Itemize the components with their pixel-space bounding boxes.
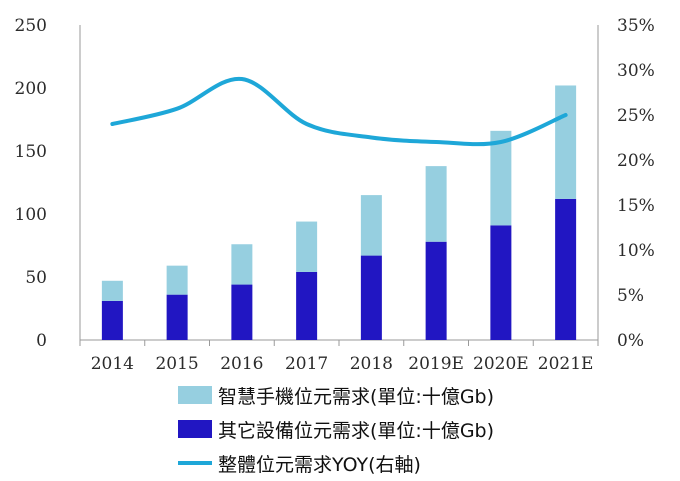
bar-other-devices [490,225,512,340]
x-axis: 2014 2015 2016 2017 2018 2019E 2020E 2021E [79,339,599,374]
right-tick-label: 30% [617,61,655,81]
yoy-point [241,78,243,80]
bar-smartphone [555,85,577,199]
bar-other-devices [555,198,577,340]
yoy-line [110,76,568,147]
right-tick-label: 0% [617,331,644,351]
legend-swatch-yoy [178,461,212,465]
bar-other-devices [101,300,123,340]
legend-swatch-smartphone [178,386,212,404]
bar-other-devices [166,294,188,340]
x-tick-label: 2019E [408,354,464,374]
bars [101,85,577,340]
left-tick-label: 250 [15,16,47,36]
right-tick-label: 5% [617,286,644,306]
bar-other-devices [296,271,318,340]
x-tick-label: 2017 [285,354,328,374]
yoy-point [306,123,308,125]
yoy-point [370,137,372,138]
x-tick-label: 2014 [91,354,134,374]
right-tick-label: 15% [617,196,655,216]
left-tick-label: 0 [36,331,47,351]
legend-item-yoy: 整體位元需求YOY(右軸) [178,446,494,480]
right-tick-label: 25% [617,106,655,126]
legend-label-yoy: 整體位元需求YOY(右軸) [218,453,421,476]
yoy-point [435,141,437,143]
right-axis: 0% 5% 10% 15% 20% 25% 30% 35% [597,16,655,351]
left-tick-label: 50 [25,268,47,288]
right-tick-label: 20% [617,151,655,171]
bar-smartphone [101,280,123,301]
yoy-line-group [110,76,568,147]
left-tick-label: 150 [15,142,47,162]
left-axis: 0 50 100 150 200 250 [15,16,81,351]
legend-label-smartphone: 智慧手機位元需求(單位:十億Gb) [218,385,495,408]
bar-other-devices [231,284,253,340]
x-tick-label: 2018 [350,354,393,374]
legend: 智慧手機位元需求(單位:十億Gb) 其它設備位元需求(單位:十億Gb) 整體位元… [178,378,494,480]
yoy-point [565,114,567,116]
x-tick-label: 2020E [473,354,529,374]
bar-smartphone [166,265,188,295]
legend-label-other-devices: 其它設備位元需求(單位:十億Gb) [218,419,495,442]
legend-item-other-devices: 其它設備位元需求(單位:十億Gb) [178,412,494,446]
x-tick-label: 2021E [538,354,594,374]
bar-smartphone [425,166,447,242]
right-tick-label: 35% [617,16,655,36]
bar-smartphone [231,244,253,285]
x-tick-label: 2015 [155,354,198,374]
x-tick-label: 2016 [220,354,263,374]
yoy-point [111,123,113,125]
legend-swatch-other-devices [178,420,212,438]
bar-other-devices [425,241,447,340]
bar-smartphone [360,195,382,256]
yoy-point [500,141,502,143]
legend-item-smartphone: 智慧手機位元需求(單位:十億Gb) [178,378,494,412]
bar-smartphone [490,130,512,226]
right-tick-label: 10% [617,241,655,261]
bar-smartphone [296,221,318,272]
left-tick-label: 200 [15,79,47,99]
bar-other-devices [360,255,382,340]
yoy-point [176,108,178,110]
left-tick-label: 100 [15,205,47,225]
